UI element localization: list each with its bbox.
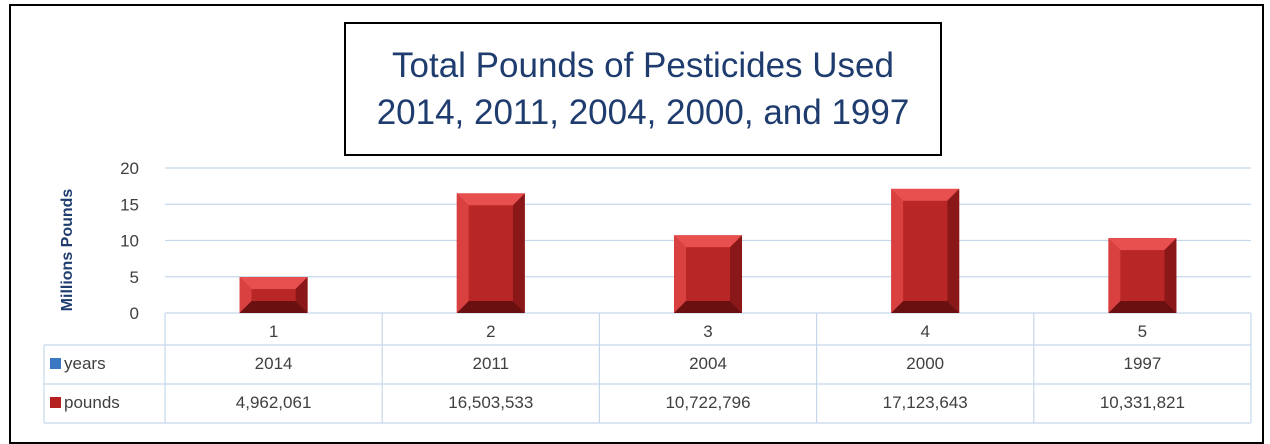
bar-bevel-bottom xyxy=(456,301,525,313)
bar-bevel-top xyxy=(456,193,525,206)
chart-svg: 0 5 10 15 20 Millions Pounds 1 2 3 4 5 years 2014 201… xyxy=(43,159,1252,424)
chart-title-line-1: Total Pounds of Pesticides Used xyxy=(392,46,894,85)
bar-face xyxy=(251,289,296,301)
bar-bevel-right xyxy=(947,188,960,313)
data-table-cell: 4,962,061 xyxy=(236,393,312,412)
y-tick-label: 15 xyxy=(120,195,139,214)
data-table-cell: 2014 xyxy=(255,354,293,373)
bar-bevel-top xyxy=(891,188,960,201)
data-table-cell: 16,503,533 xyxy=(448,393,533,412)
y-tick-label: 0 xyxy=(130,304,139,323)
chart-title-line-2: 2014, 2011, 2004, 2000, and 1997 xyxy=(376,93,910,132)
bar-bevel-bottom xyxy=(239,301,308,313)
x-category-label: 3 xyxy=(703,322,712,341)
bar-bevel-top xyxy=(674,235,742,248)
bar-bevel-left xyxy=(456,193,469,313)
x-category-label: 5 xyxy=(1138,322,1147,341)
bar-pounds xyxy=(891,188,960,313)
bar-pounds xyxy=(456,193,525,313)
bar-bevel-right xyxy=(1164,238,1177,313)
data-table-cell: 10,331,821 xyxy=(1100,393,1185,412)
x-category-label: 2 xyxy=(486,322,495,341)
data-table-cell: 10,722,796 xyxy=(665,393,750,412)
bar-face xyxy=(903,200,948,301)
data-table-cell: 1997 xyxy=(1123,354,1161,373)
y-axis-label: Millions Pounds xyxy=(59,189,76,312)
bar-pounds xyxy=(674,235,742,313)
bar-pounds xyxy=(1108,238,1177,313)
bar-pounds xyxy=(239,277,308,313)
y-tick-label: 10 xyxy=(120,232,139,251)
bar-face xyxy=(1120,250,1165,301)
bar-face xyxy=(686,247,730,301)
bar-bevel-bottom xyxy=(674,301,742,313)
x-category-label: 4 xyxy=(920,322,929,341)
bar-bevel-top xyxy=(239,277,308,290)
bar-bevel-left xyxy=(891,188,904,313)
chart-title-box: Total Pounds of Pesticides Used 2014, 20… xyxy=(344,22,942,156)
data-table-cell: 17,123,643 xyxy=(883,393,968,412)
data-table-cell: 2011 xyxy=(473,354,510,373)
legend-key-pounds xyxy=(50,397,61,408)
bar-bevel-right xyxy=(512,193,525,313)
bar-bevel-left xyxy=(239,277,252,313)
data-table-cell: 2000 xyxy=(906,354,944,373)
bar-bevel-left xyxy=(674,235,686,313)
data-table-row-label: years xyxy=(64,354,106,373)
legend-key-years xyxy=(50,358,61,369)
data-table-row-label: pounds xyxy=(64,393,120,412)
x-category-label: 1 xyxy=(269,322,278,341)
y-tick-label: 20 xyxy=(120,159,139,178)
bar-bevel-bottom xyxy=(891,301,960,313)
y-tick-label: 5 xyxy=(130,268,139,287)
data-table-cell: 2004 xyxy=(689,354,727,373)
bar-bevel-right xyxy=(295,277,308,313)
bar-bevel-right xyxy=(730,235,742,313)
bar-face xyxy=(468,205,513,301)
bar-bevel-bottom xyxy=(1108,301,1177,313)
bar-bevel-top xyxy=(1108,238,1177,251)
bar-bevel-left xyxy=(1108,238,1121,313)
